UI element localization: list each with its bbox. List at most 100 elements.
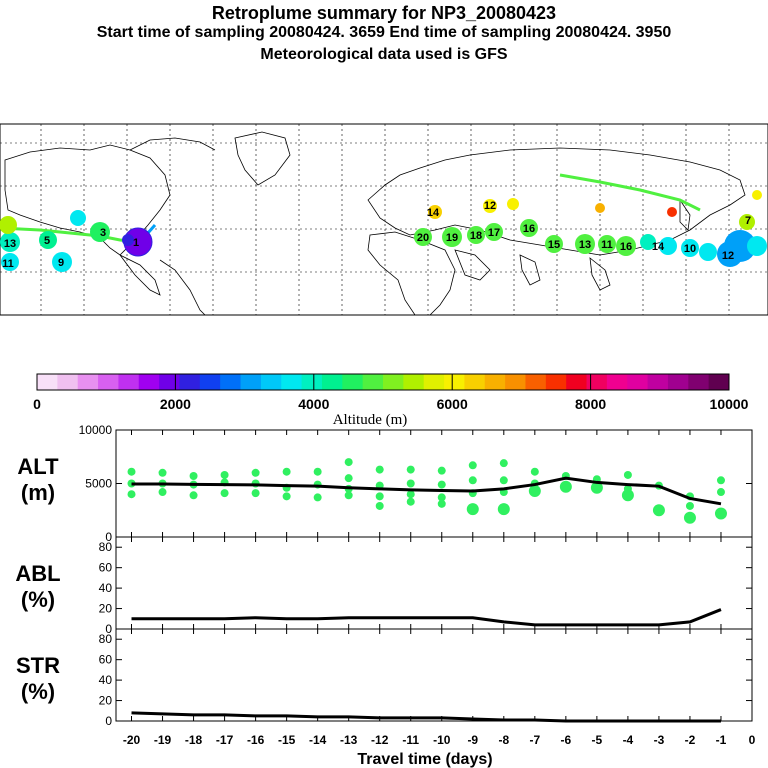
colorbar-cell	[321, 374, 343, 390]
x-tick-label: -16	[247, 733, 265, 747]
y-tick-label: 60	[99, 561, 113, 575]
x-tick-label: -5	[592, 733, 603, 747]
x-axis: -20 -19 -18 -17 -16 -15 -14 -13 -12 -11 -10 -9 -8 -7-…	[123, 733, 756, 768]
series-line	[131, 476, 722, 506]
trajectory-day-label: 13	[579, 239, 591, 251]
y-tick-label: 0	[105, 622, 112, 636]
colorbar-cell	[484, 374, 506, 390]
x-tick-label: -4	[623, 733, 634, 747]
page-title: Retroplume summary for NP3_20080423	[211, 3, 557, 23]
altitude-point	[590, 481, 603, 494]
altitude-point	[437, 480, 446, 489]
altitude-point	[220, 470, 229, 479]
x-tick-label: -13	[340, 733, 358, 747]
altitude-point	[499, 459, 508, 468]
x-tick-label: -1	[716, 733, 727, 747]
altitude-point	[313, 493, 322, 502]
x-tick-label: -9	[467, 733, 478, 747]
panel-abl: 0 20 40 60 80 ABL(%)	[15, 536, 753, 636]
y-tick-label: 10000	[79, 423, 113, 437]
altitude-point	[127, 490, 136, 499]
colorbar-cell	[199, 374, 221, 390]
colorbar-cell	[159, 374, 180, 390]
colorbar-cell	[708, 374, 730, 390]
colorbar-cell	[627, 374, 649, 390]
trajectory-day-label: 1	[133, 237, 139, 249]
colorbar-cell	[98, 374, 119, 390]
colorbar-cell	[57, 374, 79, 390]
colorbar-cell	[342, 374, 364, 390]
x-tick-label: -3	[654, 733, 665, 747]
altitude-point	[468, 461, 477, 470]
trajectory-day-label: 19	[446, 232, 458, 244]
y-tick-label: 40	[99, 673, 113, 687]
altitude-point	[158, 468, 167, 477]
x-tick-label: -12	[371, 733, 389, 747]
colorbar-cell	[647, 374, 669, 390]
x-axis-label: Travel time (days)	[357, 751, 492, 768]
x-tick-label: -7	[529, 733, 540, 747]
series-line	[131, 711, 721, 723]
altitude-point	[375, 465, 384, 474]
y-tick-label: 20	[99, 602, 113, 616]
altitude-point	[251, 468, 260, 477]
altitude-point	[189, 491, 198, 500]
y-tick-label: 0	[105, 530, 112, 544]
colorbar-cell	[667, 374, 689, 390]
colorbar-tick-label: 4000	[298, 396, 329, 412]
altitude-point	[499, 476, 508, 485]
x-tick-label: -15	[278, 733, 296, 747]
x-tick-label: -6	[561, 733, 572, 747]
altitude-point	[251, 489, 260, 498]
altitude-point	[375, 501, 384, 510]
x-tick-label: -2	[685, 733, 696, 747]
panel-unit: (%)	[21, 587, 55, 612]
colorbar-cell	[118, 374, 140, 390]
colorbar-cell	[37, 374, 58, 390]
altitude-point	[623, 470, 632, 479]
panel-label: ALT	[17, 454, 59, 479]
altitude-point	[621, 489, 634, 502]
y-tick-label: 20	[99, 694, 113, 708]
trajectory-day-label: 14	[652, 241, 665, 253]
colorbar-cell	[464, 374, 486, 390]
altitude-point	[559, 480, 572, 493]
altitude-point	[406, 479, 415, 488]
trajectory-day-label: 13	[4, 238, 16, 250]
x-tick-label: 0	[749, 733, 756, 747]
x-tick-label: -10	[433, 733, 451, 747]
colorbar-cell	[77, 374, 99, 390]
altitude-point	[468, 476, 477, 485]
trajectory-day-label: 11	[2, 258, 14, 270]
trajectory-day-label: 10	[684, 243, 696, 255]
trajectory-day-label: 5	[44, 235, 50, 247]
colorbar-tick-label: 10000	[710, 396, 749, 412]
altitude-point	[344, 458, 353, 467]
altitude-point	[685, 501, 694, 510]
world-map: 13 11 5 3 9 1 14 12 20 19 18 17 16 15 13 11 16 14 10 12 7	[0, 123, 768, 316]
altitude-point	[466, 503, 479, 516]
panel-label: STR	[16, 653, 60, 678]
colorbar-cell	[586, 374, 608, 390]
sampling-times: Start time of sampling 20080424. 3659 En…	[96, 24, 672, 41]
trajectory-day-label: 16	[620, 241, 632, 253]
x-tick-label: -19	[154, 733, 172, 747]
x-tick-label: -11	[402, 733, 419, 747]
colorbar-cell	[220, 374, 242, 390]
colorbar-tick-label: 2000	[160, 396, 191, 412]
y-tick-label: 0	[105, 714, 112, 728]
colorbar-cell	[444, 374, 465, 390]
trajectory-day-labels: 13 11 5 3 9 1 14 12 20 19 18 17 16 15 13 11 16 14 10 12 7	[2, 200, 751, 270]
altitude-point	[189, 472, 198, 481]
altitude-point	[716, 476, 725, 485]
colorbar-cell	[525, 374, 547, 390]
trajectory-day-label: 3	[100, 227, 106, 239]
y-tick-label: 60	[99, 653, 113, 667]
colorbar-cell	[688, 374, 710, 390]
altitude-point	[437, 493, 446, 502]
trajectory-day-label: 12	[484, 200, 496, 212]
y-tick-label: 80	[99, 540, 113, 554]
altitude-point	[220, 489, 229, 498]
altitude-point	[375, 492, 384, 501]
